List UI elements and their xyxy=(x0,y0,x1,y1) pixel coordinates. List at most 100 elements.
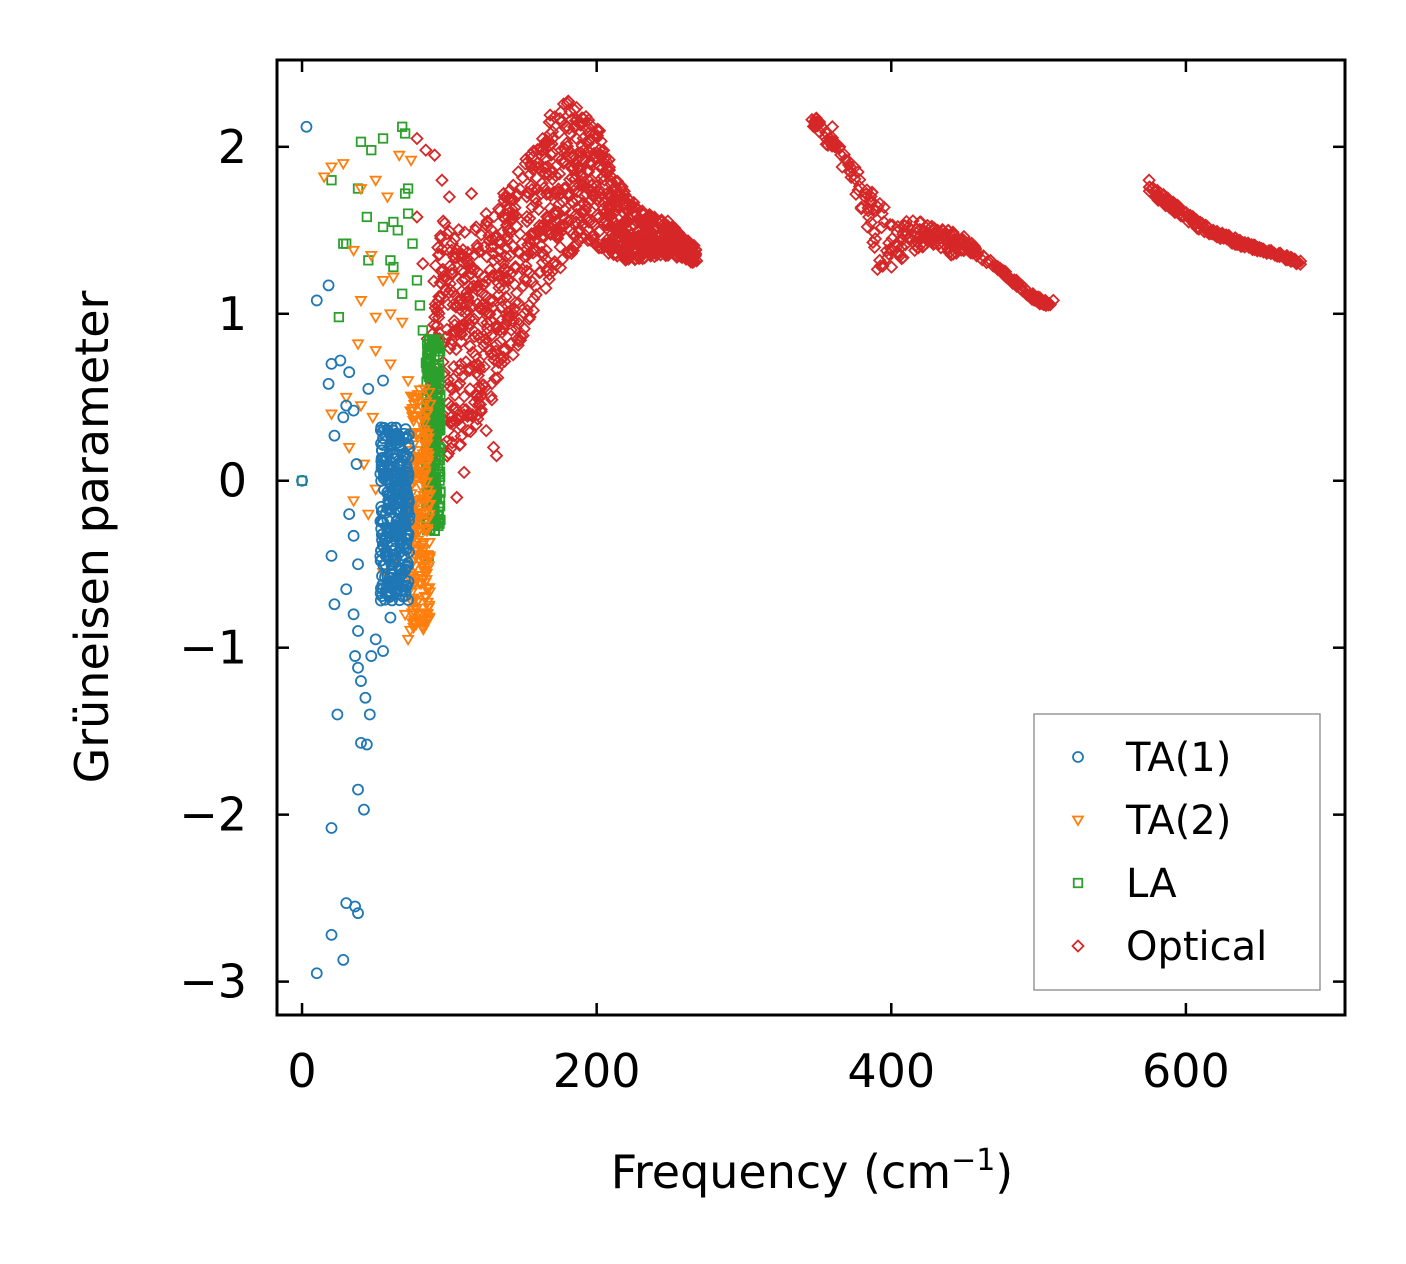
point-optical xyxy=(468,348,483,363)
point-optical xyxy=(912,222,927,237)
point-optical xyxy=(494,236,508,251)
point-optical xyxy=(522,167,537,182)
point-optical xyxy=(477,240,491,254)
point-optical xyxy=(527,226,541,241)
point-ta2 xyxy=(383,359,398,371)
point-optical xyxy=(539,243,553,258)
point-optical xyxy=(557,181,571,196)
y-axis-title: Grüneisen parameter xyxy=(65,290,119,783)
point-optical xyxy=(565,162,579,176)
point-optical xyxy=(553,111,567,126)
point-optical xyxy=(486,253,501,268)
point-optical xyxy=(467,247,482,262)
point-optical xyxy=(854,200,869,215)
point-ta2 xyxy=(418,417,432,429)
point-optical xyxy=(678,250,693,265)
point-ta2 xyxy=(369,175,383,187)
point-la xyxy=(411,275,423,286)
point-la xyxy=(414,300,426,311)
point-ta2 xyxy=(407,428,421,440)
point-optical xyxy=(467,312,481,326)
point-optical xyxy=(564,150,579,164)
point-optical xyxy=(573,164,587,178)
point-optical xyxy=(584,132,598,146)
point-la xyxy=(423,344,434,355)
point-optical xyxy=(538,138,553,152)
point-optical xyxy=(410,131,424,146)
point-optical xyxy=(478,274,493,289)
point-optical xyxy=(599,233,614,248)
point-ta1 xyxy=(350,458,363,470)
point-ta2 xyxy=(411,571,425,583)
point-optical xyxy=(456,243,470,257)
point-optical xyxy=(624,198,639,213)
point-optical xyxy=(854,201,869,216)
point-optical xyxy=(1162,194,1176,209)
point-optical xyxy=(508,200,522,215)
point-optical xyxy=(459,355,473,369)
point-ta2 xyxy=(354,184,368,196)
point-la xyxy=(388,261,399,273)
point-ta2 xyxy=(351,339,365,351)
point-optical xyxy=(531,202,546,217)
point-optical xyxy=(410,210,424,224)
point-ta1 xyxy=(389,473,402,486)
point-la xyxy=(433,343,444,354)
y-tick-label: −3 xyxy=(179,955,247,1009)
point-optical xyxy=(1179,206,1193,221)
point-optical xyxy=(846,168,861,182)
point-optical xyxy=(631,228,646,243)
point-optical xyxy=(556,194,570,209)
point-optical xyxy=(1039,298,1053,313)
point-optical xyxy=(1046,293,1061,308)
point-optical xyxy=(506,306,520,321)
point-ta2 xyxy=(415,621,429,633)
point-ta2 xyxy=(376,275,390,288)
point-optical xyxy=(539,252,553,266)
point-optical xyxy=(454,327,469,342)
point-la xyxy=(377,133,389,144)
point-optical xyxy=(440,322,454,337)
point-ta1 xyxy=(399,489,412,502)
point-optical xyxy=(502,305,516,320)
point-optical xyxy=(471,407,485,422)
point-optical xyxy=(618,213,632,228)
point-optical xyxy=(819,125,833,140)
point-optical xyxy=(653,248,668,262)
point-optical xyxy=(561,245,575,260)
point-optical xyxy=(598,236,612,251)
point-optical xyxy=(851,183,865,197)
point-optical xyxy=(482,343,496,357)
point-optical xyxy=(445,262,459,277)
point-optical xyxy=(539,224,553,239)
point-optical xyxy=(453,320,467,334)
point-ta2 xyxy=(418,577,432,589)
y-tick-label: −2 xyxy=(179,788,247,842)
point-ta2 xyxy=(422,513,436,525)
point-optical xyxy=(812,116,827,130)
point-optical xyxy=(543,126,558,141)
point-optical xyxy=(959,237,973,252)
point-optical xyxy=(499,316,513,331)
point-optical xyxy=(435,173,449,187)
point-optical xyxy=(524,227,538,241)
point-optical xyxy=(479,217,493,232)
point-optical xyxy=(523,148,538,162)
point-optical xyxy=(477,359,491,374)
point-ta2 xyxy=(419,397,433,409)
point-ta2 xyxy=(414,481,428,493)
point-optical xyxy=(674,239,688,254)
point-optical xyxy=(569,215,583,229)
point-optical xyxy=(538,166,553,181)
point-optical xyxy=(568,238,583,253)
point-optical xyxy=(433,229,448,243)
point-optical xyxy=(449,298,464,312)
point-ta1 xyxy=(349,900,361,913)
point-ta1 xyxy=(387,424,400,437)
point-ta2 xyxy=(317,172,331,184)
point-la xyxy=(397,288,408,299)
point-optical xyxy=(602,163,617,177)
point-ta1 xyxy=(385,437,398,450)
point-ta1 xyxy=(310,967,323,980)
point-optical xyxy=(506,347,520,362)
